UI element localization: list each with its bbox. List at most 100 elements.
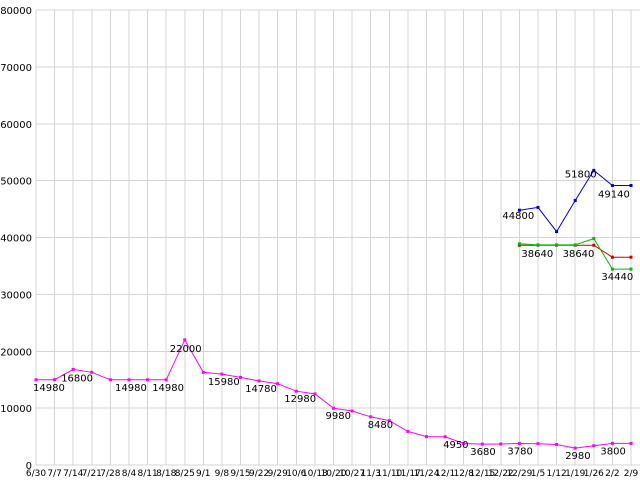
data-point-marker (517, 208, 521, 212)
data-point-marker (462, 442, 466, 445)
data-point-marker (629, 441, 633, 445)
x-axis-tick-label: 1/19 (565, 469, 585, 479)
data-value-label: 2980 (565, 451, 590, 462)
x-axis-tick-label: 1/5 (531, 469, 545, 479)
data-value-label: 4950 (443, 440, 468, 451)
data-value-label: 3680 (470, 447, 495, 458)
data-value-label: 14980 (152, 383, 184, 394)
x-axis-tick-label: 9/29 (268, 469, 288, 479)
data-value-label: 8480 (368, 420, 393, 431)
data-point-marker (183, 338, 187, 342)
data-point-marker (592, 243, 596, 247)
data-point-marker (536, 243, 540, 247)
data-point-marker (387, 419, 391, 423)
data-point-marker (629, 184, 633, 187)
data-point-marker (517, 242, 521, 246)
data-value-label: 49140 (598, 190, 630, 201)
x-axis-tick-label: 10/6 (286, 469, 306, 479)
data-value-label: 14980 (115, 383, 147, 394)
data-point-marker (276, 382, 280, 386)
data-point-marker (610, 441, 614, 445)
data-point-marker (629, 267, 633, 271)
data-value-label: 22000 (170, 344, 202, 355)
data-value-label: 15980 (208, 377, 240, 388)
x-axis-tick-label: 8/18 (156, 469, 176, 479)
x-axis-tick-label: 10/20 (321, 469, 347, 479)
x-axis-tick-label: 12/22 (488, 469, 514, 479)
data-point-marker (610, 184, 614, 187)
x-axis-tick-label: 2/2 (605, 469, 619, 479)
data-point-marker (480, 442, 484, 446)
data-point-marker (108, 378, 112, 382)
data-value-label: 14780 (245, 384, 277, 395)
x-axis-tick-label: 12/29 (506, 469, 532, 479)
x-axis-tick-label: 7/7 (47, 469, 61, 479)
data-value-label: 14980 (33, 383, 65, 394)
data-point-marker (555, 230, 559, 234)
data-point-marker (34, 378, 38, 382)
data-point-marker (90, 370, 94, 374)
data-point-marker (555, 443, 559, 446)
data-value-label: 3780 (507, 447, 532, 458)
data-point-marker (350, 409, 354, 413)
data-value-label: 16800 (61, 373, 93, 384)
data-value-label: 3800 (600, 446, 625, 457)
data-point-marker (629, 255, 633, 259)
y-axis-tick-label: 10000 (0, 404, 32, 415)
data-point-marker (146, 378, 150, 382)
data-point-marker (406, 429, 410, 433)
y-axis-tick-label: 60000 (0, 120, 32, 131)
x-axis-tick-label: 9/1 (196, 469, 210, 479)
data-point-marker (573, 243, 577, 247)
y-axis-tick-label: 70000 (0, 63, 32, 74)
data-point-marker (294, 389, 298, 393)
data-point-marker (443, 435, 447, 439)
data-point-marker (425, 435, 428, 439)
data-point-marker (127, 378, 131, 382)
x-axis-tick-label: 11/3 (361, 469, 381, 479)
data-point-marker (610, 255, 614, 259)
data-point-marker (592, 444, 596, 448)
x-axis-tick-label: 12/8 (454, 469, 474, 479)
y-axis-tick-label: 80000 (0, 6, 32, 17)
y-axis-tick-label: 20000 (0, 347, 32, 358)
x-axis-tick-label: 1/12 (546, 469, 566, 479)
data-point-marker (573, 199, 577, 202)
x-axis-tick-label: 8/25 (175, 469, 195, 479)
x-axis-tick-label: 12/15 (469, 469, 495, 479)
y-axis-tick-label: 0 (26, 461, 32, 472)
data-point-marker (592, 237, 596, 241)
x-axis-tick-label: 10/13 (302, 469, 328, 479)
x-axis-tick-label: 11/10 (376, 469, 402, 479)
x-axis-tick-label: 8/4 (122, 469, 137, 479)
x-axis-tick-label: 6/30 (26, 469, 46, 479)
data-value-label: 34440 (601, 272, 633, 283)
x-axis-tick-label: 10/27 (339, 469, 365, 479)
data-point-marker (517, 442, 521, 445)
data-point-marker (369, 415, 373, 419)
x-axis-tick-label: 12/1 (435, 469, 455, 479)
data-point-marker (592, 168, 596, 172)
x-axis-tick-label: 8/11 (137, 469, 157, 479)
data-point-marker (257, 379, 261, 383)
data-point-marker (555, 243, 559, 247)
data-point-marker (313, 392, 317, 396)
y-axis-tick-label: 30000 (0, 290, 32, 301)
x-axis-tick-label: 7/28 (100, 469, 120, 479)
data-point-marker (610, 267, 614, 271)
x-axis-tick-label: 9/15 (230, 469, 250, 479)
x-axis-tick-label: 11/17 (395, 469, 421, 479)
x-axis-tick-label: 7/14 (63, 469, 83, 479)
data-point-marker (164, 378, 168, 382)
x-axis-tick-label: 2/9 (624, 469, 639, 479)
x-axis-tick-label: 9/22 (249, 469, 269, 479)
data-point-marker (332, 406, 335, 410)
data-point-marker (499, 442, 503, 446)
y-axis-tick-label: 50000 (0, 177, 32, 188)
data-point-marker (239, 375, 242, 379)
data-value-label: 51800 (565, 169, 597, 180)
x-axis-tick-label: 1/26 (584, 469, 604, 479)
x-axis-tick-label: 7/21 (82, 469, 102, 479)
